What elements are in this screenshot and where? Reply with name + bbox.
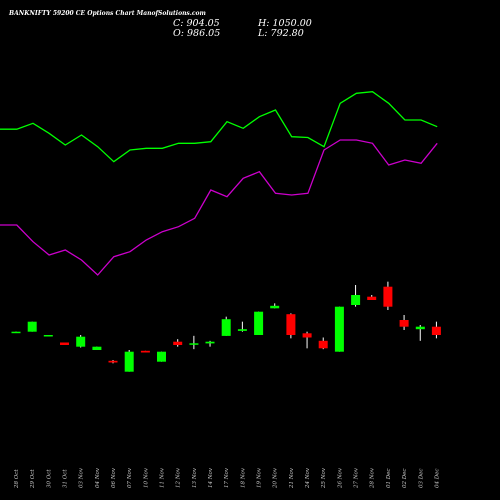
candle-body: [415, 326, 425, 330]
x-tick-label: 11 Nov: [160, 467, 166, 488]
candle-body: [124, 351, 134, 372]
candle-body: [270, 305, 280, 309]
x-tick-label: 28 Oct: [14, 469, 20, 489]
candle-body: [237, 329, 247, 331]
candle-body: [351, 295, 361, 305]
candle-body: [221, 319, 231, 336]
candle-body: [431, 326, 441, 335]
candle-body: [383, 286, 393, 307]
x-tick-label: 13 Nov: [192, 467, 198, 488]
x-tick-label: 27 Nov: [354, 467, 360, 489]
candle-body: [92, 346, 102, 350]
x-tick-label: 12 Nov: [176, 467, 182, 488]
x-tick-label: 04 Nov: [95, 467, 101, 488]
x-tick-label: 18 Nov: [240, 467, 246, 488]
candle-body: [367, 296, 377, 300]
x-tick-label: 14 Nov: [208, 467, 214, 488]
candle-body: [140, 350, 150, 353]
candle-body: [205, 341, 215, 344]
x-tick-label: 25 Nov: [321, 467, 327, 489]
x-tick-label: 07 Nov: [127, 467, 133, 488]
candle-body: [76, 336, 86, 347]
candle-body: [173, 341, 183, 345]
candle-body: [60, 342, 69, 345]
x-tick-label: 20 Nov: [273, 467, 279, 489]
x-tick-label: 24 Nov: [305, 467, 311, 489]
x-tick-label: 10 Nov: [143, 467, 149, 488]
x-tick-label: 01 Dec: [386, 469, 392, 489]
candle-body: [286, 314, 296, 335]
lower-indicator-line: [0, 139, 438, 276]
x-tick-label: 31 Oct: [63, 469, 69, 488]
upper-indicator-line: [0, 91, 438, 163]
x-tick-label: 21 Nov: [289, 467, 295, 489]
low-value: L: 792.80: [258, 28, 304, 39]
close-value: C: 904.05: [173, 18, 220, 29]
x-tick-label: 29 Oct: [30, 469, 36, 489]
x-tick-label: 02 Dec: [402, 469, 408, 489]
x-tick-label: 03 Dec: [418, 469, 424, 489]
x-tick-label: 30 Oct: [46, 469, 52, 488]
x-tick-label: 04 Dec: [434, 469, 440, 489]
candle-body: [334, 306, 344, 352]
high-value: H: 1050.00: [258, 18, 312, 29]
candle-body: [318, 340, 328, 349]
candle-body: [254, 311, 264, 335]
x-tick-label: 06 Nov: [111, 467, 117, 488]
x-tick-label: 03 Nov: [79, 467, 85, 488]
candle-body: [11, 331, 21, 334]
x-tick-label: 19 Nov: [257, 467, 263, 488]
candle-body: [302, 333, 312, 338]
x-tick-label: 26 Nov: [337, 467, 343, 489]
candle-body: [399, 320, 409, 327]
x-tick-label: 28 Nov: [370, 467, 376, 489]
candle-body: [27, 321, 37, 332]
x-tick-label: 17 Nov: [224, 467, 230, 488]
candle-body: [189, 343, 199, 345]
candle-body: [43, 335, 53, 337]
chart-title: BANKNIFTY 59200 CE Options Chart ManofSo…: [9, 10, 206, 17]
candle-body: [157, 351, 166, 362]
open-value: O: 986.05: [173, 28, 221, 39]
candle-body: [108, 360, 118, 363]
